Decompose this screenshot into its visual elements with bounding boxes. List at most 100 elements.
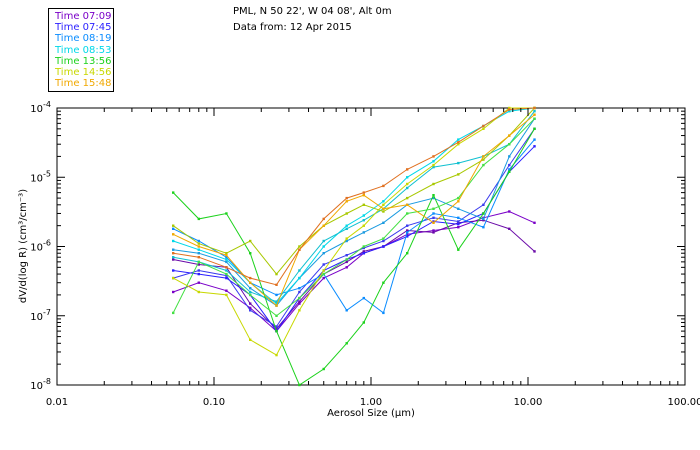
data-point [346, 266, 348, 268]
data-point [172, 277, 174, 279]
data-point [406, 225, 408, 227]
data-point [363, 245, 365, 247]
data-point [346, 309, 348, 311]
data-point [298, 277, 300, 279]
data-point [298, 287, 300, 289]
data-point [249, 282, 251, 284]
data-point [432, 160, 434, 162]
data-point [482, 204, 484, 206]
data-point [457, 217, 459, 219]
data-point [382, 185, 384, 187]
data-point [249, 240, 251, 242]
data-point [172, 228, 174, 230]
data-point [457, 200, 459, 202]
series-12 [172, 107, 536, 275]
data-point [406, 168, 408, 170]
data-point [457, 173, 459, 175]
data-point [275, 284, 277, 286]
data-point [346, 225, 348, 227]
data-point [198, 240, 200, 242]
data-point [298, 384, 300, 386]
data-point [198, 252, 200, 254]
data-point [323, 277, 325, 279]
data-point [323, 368, 325, 370]
data-point [298, 269, 300, 271]
data-point [457, 220, 459, 222]
data-point [382, 282, 384, 284]
data-point [533, 114, 535, 116]
y-tick-label: 10-6 [30, 239, 51, 254]
data-point [482, 218, 484, 220]
data-point [298, 297, 300, 299]
data-point [323, 269, 325, 271]
y-tick-label: 10-8 [30, 377, 51, 392]
data-point [482, 226, 484, 228]
data-point [275, 304, 277, 306]
data-point [249, 339, 251, 341]
data-point [432, 194, 434, 196]
data-point [406, 204, 408, 206]
data-point [172, 233, 174, 235]
data-point [457, 162, 459, 164]
data-point [249, 252, 251, 254]
data-point [508, 210, 510, 212]
data-point [457, 223, 459, 225]
data-point [363, 252, 365, 254]
data-point [275, 294, 277, 296]
data-point [363, 204, 365, 206]
data-point [382, 210, 384, 212]
data-point [172, 249, 174, 251]
data-point [225, 273, 227, 275]
data-point [382, 208, 384, 210]
axis-layer: 0.01 0.10 1.00 10.00 100.0010-810-710-610-51… [30, 100, 700, 408]
data-point [457, 138, 459, 140]
data-point [363, 225, 365, 227]
data-point [172, 312, 174, 314]
data-point [323, 245, 325, 247]
data-point [406, 231, 408, 233]
data-point [275, 354, 277, 356]
data-point [249, 309, 251, 311]
data-point [172, 291, 174, 293]
data-point [346, 200, 348, 202]
data-point [225, 266, 227, 268]
data-point [346, 261, 348, 263]
data-point [457, 141, 459, 143]
data-point [382, 240, 384, 242]
data-point [346, 228, 348, 230]
data-point [482, 212, 484, 214]
data-point [406, 252, 408, 254]
data-point [323, 225, 325, 227]
data-point [508, 155, 510, 157]
data-point [249, 277, 251, 279]
series-11 [172, 107, 536, 356]
data-point [225, 254, 227, 256]
series-3 [172, 145, 536, 332]
data-point [198, 242, 200, 244]
data-point [323, 263, 325, 265]
data-point [298, 309, 300, 311]
data-point [508, 134, 510, 136]
data-point [198, 218, 200, 220]
data-point [432, 155, 434, 157]
data-point [406, 187, 408, 189]
data-point [533, 222, 535, 224]
data-point [225, 294, 227, 296]
data-point [432, 217, 434, 219]
data-point [406, 197, 408, 199]
data-point [249, 287, 251, 289]
data-point [225, 212, 227, 214]
series-4 [172, 128, 536, 328]
data-point [406, 176, 408, 178]
data-point [363, 321, 365, 323]
data-point [225, 258, 227, 260]
data-point [198, 249, 200, 251]
data-point [323, 218, 325, 220]
data-point [225, 290, 227, 292]
data-point [275, 315, 277, 317]
data-point [298, 249, 300, 251]
data-point [382, 222, 384, 224]
data-point [346, 342, 348, 344]
data-point [298, 300, 300, 302]
data-point [508, 143, 510, 145]
